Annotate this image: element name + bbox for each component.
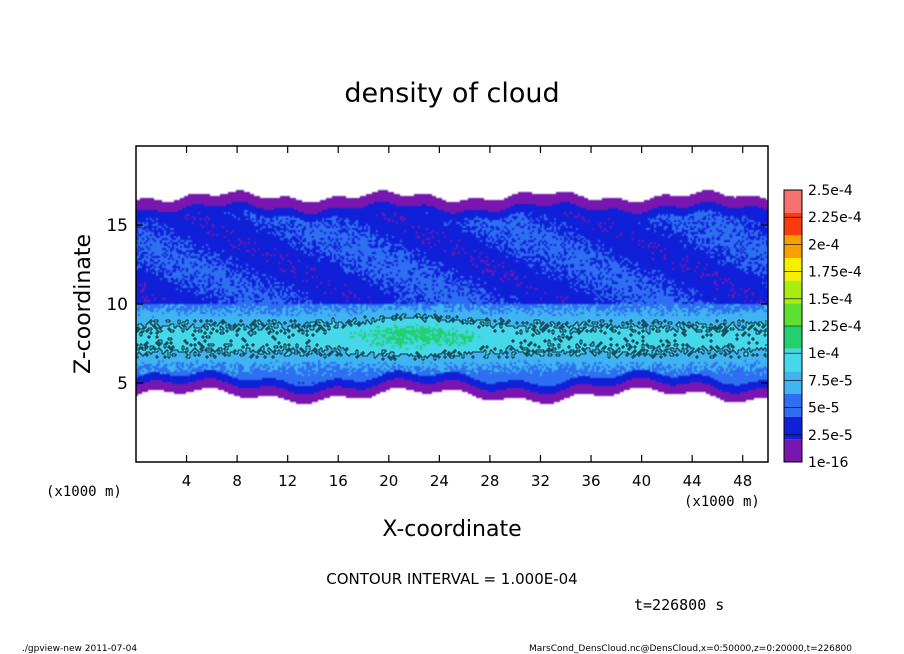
colorbar-label: 2.5e-4 <box>808 183 853 199</box>
y-axis: 5 10 15 <box>106 216 768 394</box>
x-unit-right: (x1000 m) <box>684 494 760 510</box>
footer-left: ./gpview-new 2011-07-04 <box>22 644 137 654</box>
colorbar-swatch <box>784 280 802 304</box>
colorbar: 1e-16 2.5e-5 5e-5 7.5e-5 1e-4 1.25e-4 1.5e-4 1.… <box>783 183 862 471</box>
chart-title: density of cloud <box>344 78 559 109</box>
heatmap <box>136 146 768 462</box>
x-axis-label: X-coordinate <box>382 517 521 542</box>
contour-interval: CONTOUR INTERVAL = 1.000E-04 <box>326 570 577 588</box>
colorbar-label: 7.5e-5 <box>808 373 853 389</box>
x-tick-label: 32 <box>531 472 550 490</box>
colorbar-swatch <box>784 371 802 394</box>
x-tick-label: 48 <box>733 472 752 490</box>
colorbar-label: 1e-16 <box>808 455 848 471</box>
x-tick-label: 36 <box>581 472 600 490</box>
y-tick-label: 5 <box>117 374 128 394</box>
x-tick-label: 12 <box>278 472 297 490</box>
x-tick-label: 4 <box>182 472 192 490</box>
x-unit-left: (x1000 m) <box>46 484 122 500</box>
x-tick-label: 28 <box>480 472 499 490</box>
contour-1e-4 <box>136 313 767 361</box>
y-axis-label: Z-coordinate <box>71 234 96 374</box>
colorbar-swatch <box>784 439 802 462</box>
colorbar-swatch <box>784 394 802 417</box>
colorbar-swatch <box>784 258 802 281</box>
x-tick-label: 40 <box>632 472 651 490</box>
colorbar-swatch <box>784 190 802 213</box>
contour-lines <box>136 313 767 361</box>
colorbar-label: 1.5e-4 <box>808 292 853 308</box>
x-axis: 4 8 12 16 20 24 28 32 36 40 44 48 <box>182 146 752 490</box>
colorbar-label: 1e-4 <box>808 346 840 362</box>
colorbar-label: 1.25e-4 <box>808 319 862 335</box>
colorbar-label: 2.5e-5 <box>808 428 853 444</box>
y-tick-label: 15 <box>106 216 128 236</box>
x-tick-label: 44 <box>683 472 702 490</box>
colorbar-label: 1.75e-4 <box>808 265 862 281</box>
colorbar-swatch <box>784 235 802 258</box>
footer-right: MarsCond_DensCloud.nc@DensCloud,x=0:5000… <box>529 644 852 654</box>
x-tick-label: 24 <box>430 472 449 490</box>
colorbar-swatch <box>784 416 802 440</box>
colorbar-swatch <box>784 326 802 349</box>
time-label: t=226800 s <box>634 596 724 614</box>
colorbar-label: 2e-4 <box>808 237 840 253</box>
x-tick-label: 16 <box>329 472 348 490</box>
colorbar-swatch <box>784 348 802 372</box>
colorbar-label: 2.25e-4 <box>808 210 862 226</box>
cloud-density-field <box>136 146 768 462</box>
x-tick-label: 8 <box>232 472 242 490</box>
y-tick-label: 10 <box>106 295 128 315</box>
colorbar-swatch <box>784 212 802 236</box>
x-tick-label: 20 <box>379 472 398 490</box>
colorbar-swatch <box>784 303 802 326</box>
colorbar-label: 5e-5 <box>808 401 839 417</box>
